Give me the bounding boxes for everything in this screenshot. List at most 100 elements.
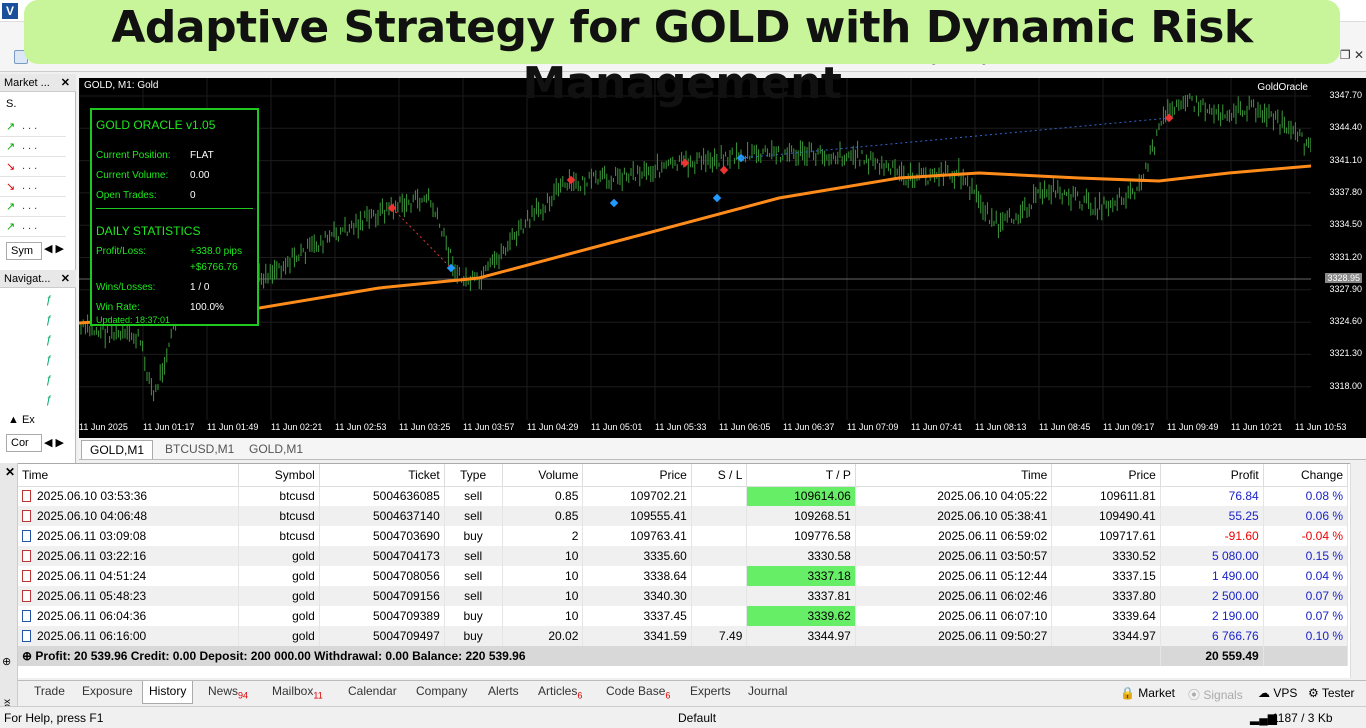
cell-cprice: 3330.52 xyxy=(1051,546,1161,566)
time-tick: 11 Jun 02:21 xyxy=(271,422,323,432)
table-row[interactable]: 2025.06.10 03:53:36 btcusd 5004636085 sell 0… xyxy=(18,486,1349,506)
tab-company[interactable]: Company xyxy=(416,684,468,698)
cell-type: sell xyxy=(444,586,503,606)
common-tab[interactable]: Cor xyxy=(6,434,42,452)
list-item[interactable]: ↘... xyxy=(0,178,66,197)
wr-label: Win Rate: xyxy=(96,302,140,313)
column-header[interactable]: Change xyxy=(1263,464,1349,487)
nav-item[interactable]: ƒ xyxy=(46,354,53,366)
sell-order-icon xyxy=(22,550,31,562)
chart-tab[interactable]: GOLD,M1 xyxy=(249,442,304,456)
signals-button[interactable]: ⦿ Signals xyxy=(1188,688,1243,702)
cell-type: sell xyxy=(444,486,503,506)
tab-experts[interactable]: Experts xyxy=(690,684,731,698)
tab-mailbox[interactable]: Mailbox11 xyxy=(272,684,323,701)
cell-tp: 109614.06 xyxy=(746,486,856,506)
cell-sl xyxy=(691,566,748,586)
list-item[interactable]: ↗... xyxy=(0,218,66,237)
cell-time: 2025.06.10 04:06:48 xyxy=(18,506,239,526)
close-icon[interactable]: ✕ xyxy=(60,77,70,89)
divider xyxy=(96,208,253,209)
list-item[interactable]: ↘... xyxy=(0,158,66,177)
table-row[interactable]: 2025.06.11 03:09:08 btcusd 5004703690 buy 2 1… xyxy=(18,526,1349,546)
tab-badge: 6 xyxy=(665,690,671,701)
cell-cprice: 3344.97 xyxy=(1051,626,1161,646)
price-chart[interactable] xyxy=(79,78,1366,438)
column-header[interactable]: Ticket xyxy=(319,464,445,487)
table-row[interactable]: 2025.06.11 06:04:36 gold 5004709389 buy 10 33… xyxy=(18,606,1349,626)
table-row[interactable]: 2025.06.11 04:51:24 gold 5004708056 sell 10 3… xyxy=(18,566,1349,586)
nav-expert-item[interactable]: ▲ Ex xyxy=(8,414,35,426)
cell-price: 3338.64 xyxy=(582,566,692,586)
table-row[interactable]: 2025.06.11 03:22:16 gold 5004704173 sell 10 3… xyxy=(18,546,1349,566)
cell-sl: 7.49 xyxy=(691,626,748,646)
time-tick: 11 Jun 03:57 xyxy=(463,422,515,432)
vertical-scrollbar[interactable] xyxy=(1350,463,1366,678)
expand-icon[interactable]: ⊕ xyxy=(22,649,36,663)
cell-symbol: gold xyxy=(238,606,320,626)
tab-scroll-arrows[interactable]: ◀ ▶ xyxy=(44,437,64,449)
tab-scroll-arrows[interactable]: ◀ ▶ xyxy=(44,243,64,255)
table-row[interactable]: 2025.06.11 05:48:23 gold 5004709156 sell 10 3… xyxy=(18,586,1349,606)
close-icon[interactable]: ✕ xyxy=(60,273,70,285)
price-tick: 3318.00 xyxy=(1329,380,1362,391)
close-icon[interactable]: ✕ xyxy=(5,465,16,479)
nav-item[interactable]: ƒ xyxy=(46,294,53,306)
cell-type: sell xyxy=(444,546,503,566)
nav-item[interactable]: ƒ xyxy=(46,374,53,386)
column-header[interactable]: S / L xyxy=(691,464,748,487)
column-header[interactable]: Price xyxy=(582,464,692,487)
column-header[interactable]: Symbol xyxy=(238,464,320,487)
column-header[interactable]: Price xyxy=(1051,464,1161,487)
tab-news[interactable]: News94 xyxy=(208,684,249,701)
time-tick: 11 Jun 02:53 xyxy=(335,422,387,432)
nav-item[interactable]: ƒ xyxy=(46,394,53,406)
nav-item[interactable]: ƒ xyxy=(46,334,53,346)
column-header[interactable]: Volume xyxy=(502,464,584,487)
column-header[interactable]: Profit xyxy=(1160,464,1264,487)
panel-title: GOLD ORACLE v1.05 xyxy=(96,118,216,132)
cloud-icon: ☁ xyxy=(1258,686,1274,700)
cell-volume: 10 xyxy=(502,606,584,626)
cell-profit: 76.84 xyxy=(1160,486,1264,506)
arrow-up-icon: ↗ xyxy=(6,121,16,133)
tester-button[interactable]: ⚙ Tester xyxy=(1308,686,1355,700)
cell-ctime: 2025.06.11 06:02:46 xyxy=(855,586,1053,606)
column-header[interactable]: Time xyxy=(855,464,1053,487)
tab-exposure[interactable]: Exposure xyxy=(82,684,133,698)
add-icon[interactable]: ⊕ xyxy=(2,656,12,668)
trade-marker xyxy=(609,198,619,208)
tab-history[interactable]: History xyxy=(142,681,194,704)
cell-change: 0.08 % xyxy=(1263,486,1349,506)
chart-tab[interactable]: BTCUSD,M1 xyxy=(165,442,235,456)
price-tick: 3344.40 xyxy=(1329,122,1362,133)
chart-tab[interactable]: GOLD,M1 xyxy=(81,440,154,459)
vps-button[interactable]: ☁ VPS xyxy=(1258,686,1298,700)
cell-volume: 0.85 xyxy=(502,486,584,506)
tab-articles[interactable]: Articles6 xyxy=(538,684,583,701)
column-header[interactable]: Type xyxy=(444,464,503,487)
cell-volume: 10 xyxy=(502,546,584,566)
sell-order-icon xyxy=(22,510,31,522)
tab-code-base[interactable]: Code Base6 xyxy=(606,684,671,701)
tab-journal[interactable]: Journal xyxy=(748,684,788,698)
table-row[interactable]: 2025.06.11 06:16:00 gold 5004709497 buy 20.0… xyxy=(18,626,1349,646)
market-button[interactable]: 🔒 Market xyxy=(1120,686,1175,700)
cell-ctime: 2025.06.11 09:50:27 xyxy=(855,626,1053,646)
list-item[interactable]: ↗... xyxy=(0,118,66,137)
time-tick: 11 Jun 09:49 xyxy=(1167,422,1219,432)
pl-pips: +338.0 pips xyxy=(190,246,242,257)
column-header[interactable]: T / P xyxy=(746,464,856,487)
symbols-tab[interactable]: Sym xyxy=(6,242,42,260)
tab-alerts[interactable]: Alerts xyxy=(488,684,519,698)
column-header[interactable]: Time xyxy=(18,464,239,487)
nav-item[interactable]: ƒ xyxy=(46,314,53,326)
list-item[interactable]: ↗... xyxy=(0,138,66,157)
tab-calendar[interactable]: Calendar xyxy=(348,684,397,698)
table-row[interactable]: 2025.06.10 04:06:48 btcusd 5004637140 sell 0… xyxy=(18,506,1349,526)
sell-order-icon xyxy=(22,490,31,503)
list-item[interactable]: ↗... xyxy=(0,198,66,217)
tab-trade[interactable]: Trade xyxy=(34,684,65,698)
cell-time: 2025.06.11 06:16:00 xyxy=(18,626,239,646)
